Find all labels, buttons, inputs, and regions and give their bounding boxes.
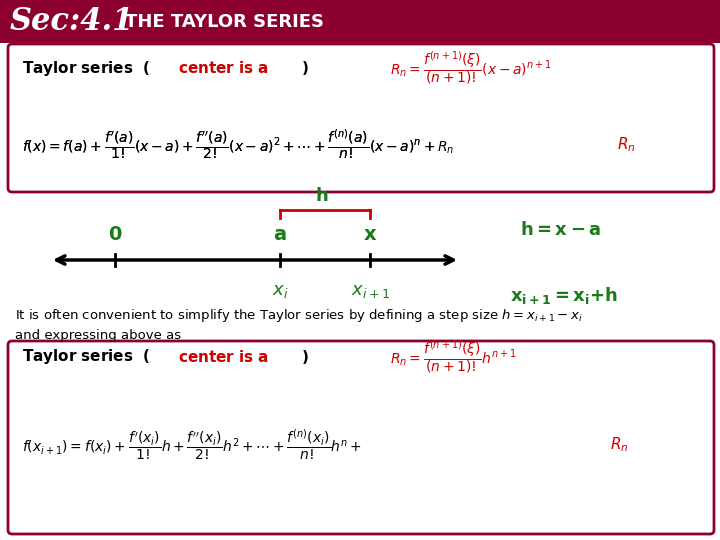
Text: $f(x) = f(a) + \dfrac{f'(a)}{1!}(x-a) + \dfrac{f''(a)}{2!}(x-a)^2 + \cdots + \df: $f(x) = f(a) + \dfrac{f'(a)}{1!}(x-a) + …	[22, 128, 454, 162]
Text: $\mathbf{h = x - a}$: $\mathbf{h = x - a}$	[520, 221, 601, 239]
Text: $R_n$: $R_n$	[617, 136, 636, 154]
Text: $\mathbf{h}$: $\mathbf{h}$	[315, 187, 329, 205]
Text: $\mathbf{x}$: $\mathbf{x}$	[363, 226, 377, 244]
Text: $R_n = \dfrac{f^{(n+1)}(\xi)}{(n+1)!}(x-a)^{n+1}$: $R_n = \dfrac{f^{(n+1)}(\xi)}{(n+1)!}(x-…	[390, 49, 552, 86]
Text: $\mathbf{Taylor\ series\ \ (}$: $\mathbf{Taylor\ series\ \ (}$	[22, 58, 150, 78]
FancyBboxPatch shape	[8, 341, 714, 534]
Text: and expressing above as: and expressing above as	[15, 328, 181, 341]
Text: $f(x) = f(a) + \dfrac{f'(a)}{1!}(x-a) + \dfrac{f''(a)}{2!}(x-a)^2 + \cdots + \df: $f(x) = f(a) + \dfrac{f'(a)}{1!}(x-a) + …	[22, 128, 435, 162]
Text: $x_i$: $x_i$	[271, 282, 288, 300]
Text: $\mathbf{\ )}$: $\mathbf{\ )}$	[297, 59, 310, 77]
Text: $\mathbf{0}$: $\mathbf{0}$	[108, 226, 122, 244]
Text: $R_n = \dfrac{f^{(n+1)}(\xi)}{(n+1)!}h^{n+1}$: $R_n = \dfrac{f^{(n+1)}(\xi)}{(n+1)!}h^{…	[390, 339, 517, 376]
Text: $\mathbf{center\ is\ a}$: $\mathbf{center\ is\ a}$	[178, 349, 269, 365]
Text: It is often convenient to simplify the Taylor series by defining a step size $h : It is often convenient to simplify the T…	[15, 307, 583, 323]
Bar	[0, 0, 720, 43]
Text: THE TAYLOR SERIES: THE TAYLOR SERIES	[125, 13, 324, 31]
Text: $\mathbf{a}$: $\mathbf{a}$	[273, 226, 287, 244]
Text: Sec:4.1: Sec:4.1	[10, 6, 135, 37]
Text: $R_n$: $R_n$	[610, 436, 629, 454]
FancyBboxPatch shape	[8, 44, 714, 192]
Text: $x_{i+1}$: $x_{i+1}$	[351, 282, 390, 300]
Text: $\mathbf{x_{i+1}{=}x_i{+}h}$: $\mathbf{x_{i+1}{=}x_i{+}h}$	[510, 285, 618, 306]
Text: $\mathbf{\ )}$: $\mathbf{\ )}$	[297, 348, 310, 366]
Text: $f(x_{i+1}) = f(x_i) + \dfrac{f'(x_i)}{1!}h + \dfrac{f''(x_i)}{2!}h^2 + \cdots +: $f(x_{i+1}) = f(x_i) + \dfrac{f'(x_i)}{1…	[22, 428, 362, 462]
Text: $\mathbf{Taylor\ series\ \ (}$: $\mathbf{Taylor\ series\ \ (}$	[22, 348, 150, 367]
Text: $\mathbf{center\ is\ a}$: $\mathbf{center\ is\ a}$	[178, 60, 269, 76]
